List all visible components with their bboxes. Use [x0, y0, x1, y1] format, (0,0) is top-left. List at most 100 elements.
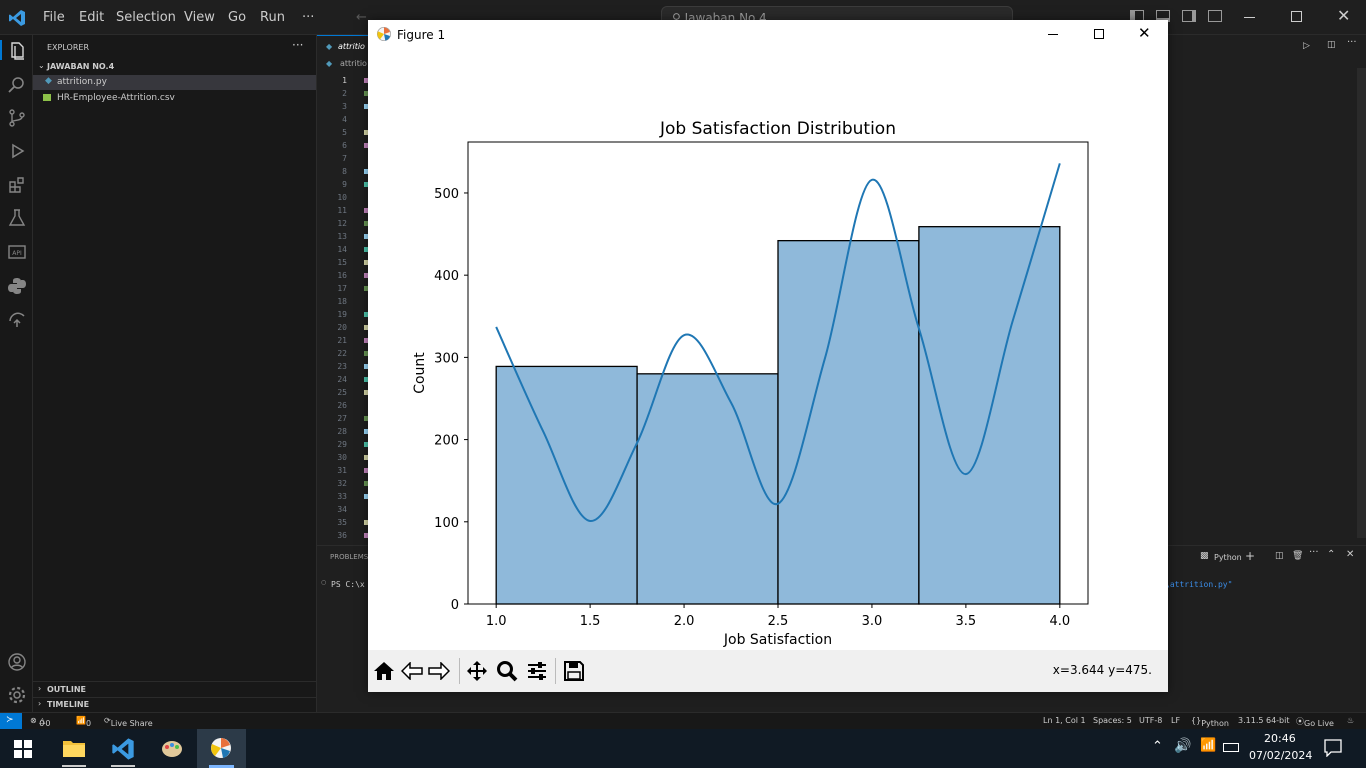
- figure-title: Figure 1: [397, 28, 446, 42]
- figure-close-icon[interactable]: ✕: [1138, 24, 1151, 42]
- forward-arrow-icon[interactable]: [428, 662, 450, 680]
- editor-scrollbar[interactable]: [1357, 68, 1366, 538]
- chevron-down-icon[interactable]: ⌄: [38, 61, 45, 70]
- show-hidden-icons[interactable]: ⌃: [1152, 739, 1163, 754]
- close-panel-icon[interactable]: ✕: [1346, 549, 1355, 560]
- matplotlib-logo-icon: [377, 27, 391, 41]
- settings-gear-icon[interactable]: [7, 685, 27, 705]
- api-icon[interactable]: API: [7, 242, 27, 262]
- vscode-taskbar-icon[interactable]: [111, 737, 135, 761]
- configure-subplots-icon[interactable]: [526, 660, 548, 682]
- errors-count[interactable]: ⊗ 0 △ 0: [30, 716, 51, 728]
- code-token: [364, 91, 368, 96]
- close-icon[interactable]: ✕: [1337, 6, 1351, 25]
- timeline-section[interactable]: TIMELINE: [47, 700, 90, 709]
- explorer-sidebar: EXPLORER ··· ⌄ JAWABAN NO.4 ◆ attrition.…: [33, 35, 317, 712]
- python-icon[interactable]: [7, 276, 27, 296]
- terminal-shell-name[interactable]: Python: [1214, 553, 1242, 562]
- split-editor-icon[interactable]: ◫: [1327, 40, 1336, 50]
- home-icon[interactable]: [373, 661, 395, 681]
- menu-selection[interactable]: Selection: [116, 10, 176, 25]
- line-number: 27: [337, 414, 347, 423]
- indentation[interactable]: Spaces: 5: [1093, 716, 1132, 725]
- warnings-value: 0: [45, 719, 51, 728]
- line-number: 35: [337, 518, 347, 527]
- minimize-icon[interactable]: [1244, 17, 1255, 18]
- chevron-right-icon[interactable]: ›: [38, 684, 42, 693]
- testing-icon[interactable]: [7, 208, 27, 228]
- panel-tab-problems[interactable]: PROBLEMS: [330, 553, 369, 561]
- go-live-button[interactable]: ⦿ Go Live: [1296, 717, 1334, 728]
- terminal-prompt[interactable]: PS C:\x: [331, 580, 365, 589]
- pan-move-icon[interactable]: [466, 660, 488, 682]
- cursor-position[interactable]: Ln 1, Col 1: [1043, 716, 1086, 725]
- status-bar: ≻ ⊗ 0 △ 0 📶 0 ⟳ Live Share Ln 1, Col 1 S…: [0, 712, 1366, 730]
- extensions-icon[interactable]: [7, 175, 27, 195]
- notification-center-icon[interactable]: [1324, 739, 1342, 757]
- menu-run[interactable]: Run: [260, 10, 285, 25]
- customize-layout-icon[interactable]: [1208, 10, 1222, 22]
- run-file-icon[interactable]: ▷: [1303, 41, 1310, 51]
- menu-more[interactable]: ···: [302, 10, 315, 25]
- explorer-icon[interactable]: [7, 41, 27, 61]
- windows-start-icon[interactable]: [14, 740, 32, 758]
- encoding[interactable]: UTF-8: [1139, 716, 1163, 725]
- panel-more-icon[interactable]: ···: [1309, 547, 1319, 558]
- menu-file[interactable]: File: [43, 10, 65, 25]
- figure-maximize-icon[interactable]: [1094, 29, 1104, 39]
- code-token: [364, 78, 368, 83]
- folder-name[interactable]: JAWABAN NO.4: [47, 62, 115, 71]
- code-token: [364, 143, 368, 148]
- wifi-icon[interactable]: 📶: [1200, 738, 1217, 753]
- terminal-command-tail[interactable]: \attrition.py": [1165, 580, 1233, 589]
- tab-label: attritio: [338, 42, 365, 51]
- language-mode[interactable]: {} Python: [1191, 716, 1229, 728]
- python-file-icon: ◆: [45, 76, 52, 86]
- chevron-right-icon[interactable]: ›: [38, 699, 42, 708]
- outline-section[interactable]: OUTLINE: [47, 685, 86, 694]
- notifications-bell-icon[interactable]: ♨: [1347, 716, 1355, 725]
- accounts-icon[interactable]: [7, 652, 27, 672]
- file-item-active[interactable]: ◆ attrition.py: [33, 75, 316, 90]
- editor-tab[interactable]: ◆ attritio: [317, 35, 372, 57]
- source-control-icon[interactable]: [7, 108, 27, 128]
- line-number: 11: [337, 206, 347, 215]
- run-debug-icon[interactable]: [7, 141, 27, 161]
- maximize-panel-icon[interactable]: ⌃: [1327, 549, 1336, 560]
- battery-icon[interactable]: [1223, 743, 1239, 752]
- menu-go[interactable]: Go: [228, 10, 247, 25]
- clock-time[interactable]: 20:46: [1264, 732, 1296, 745]
- zoom-icon[interactable]: [496, 660, 518, 682]
- editor-more-icon[interactable]: ···: [1347, 37, 1357, 48]
- file-item[interactable]: HR-Employee-Attrition.csv: [33, 90, 316, 105]
- y-axis-ticks: 0 100 200 300 400 500: [434, 187, 468, 613]
- save-figure-icon[interactable]: [563, 660, 585, 682]
- live-share-button[interactable]: ⟳ Live Share: [104, 716, 153, 728]
- line-number: 28: [337, 427, 347, 436]
- menu-view[interactable]: View: [184, 10, 215, 25]
- paint-taskbar-icon[interactable]: [160, 736, 184, 760]
- matplotlib-taskbar-button[interactable]: [197, 729, 246, 768]
- nav-back-icon[interactable]: ←: [356, 10, 367, 25]
- figure-minimize-icon[interactable]: [1048, 34, 1058, 35]
- ports-count[interactable]: 📶 0: [76, 716, 92, 728]
- python-interpreter[interactable]: 3.11.5 64-bit: [1238, 716, 1290, 725]
- figure-title-bar[interactable]: Figure 1 ✕: [368, 20, 1168, 50]
- search-view-icon[interactable]: [7, 75, 27, 95]
- file-explorer-taskbar-icon[interactable]: [62, 738, 86, 758]
- new-terminal-icon[interactable]: +: [1245, 549, 1256, 563]
- explorer-more-icon[interactable]: ···: [292, 38, 304, 52]
- restore-icon[interactable]: [1291, 11, 1302, 22]
- clock-date[interactable]: 07/02/2024: [1249, 749, 1313, 762]
- trash-icon[interactable]: 🗑: [1292, 551, 1304, 561]
- end-of-line[interactable]: LF: [1171, 716, 1181, 725]
- breadcrumb-file[interactable]: attritio: [340, 59, 367, 68]
- remote-indicator[interactable]: ≻: [0, 713, 22, 730]
- back-arrow-icon[interactable]: [401, 662, 423, 680]
- python-file-icon: ◆: [326, 42, 333, 51]
- menu-edit[interactable]: Edit: [79, 10, 105, 25]
- remote-explorer-icon[interactable]: [7, 309, 27, 329]
- volume-icon[interactable]: 🔊: [1174, 738, 1192, 754]
- split-terminal-icon[interactable]: ◫: [1275, 551, 1284, 561]
- toggle-secondary-sidebar-icon[interactable]: [1182, 10, 1196, 22]
